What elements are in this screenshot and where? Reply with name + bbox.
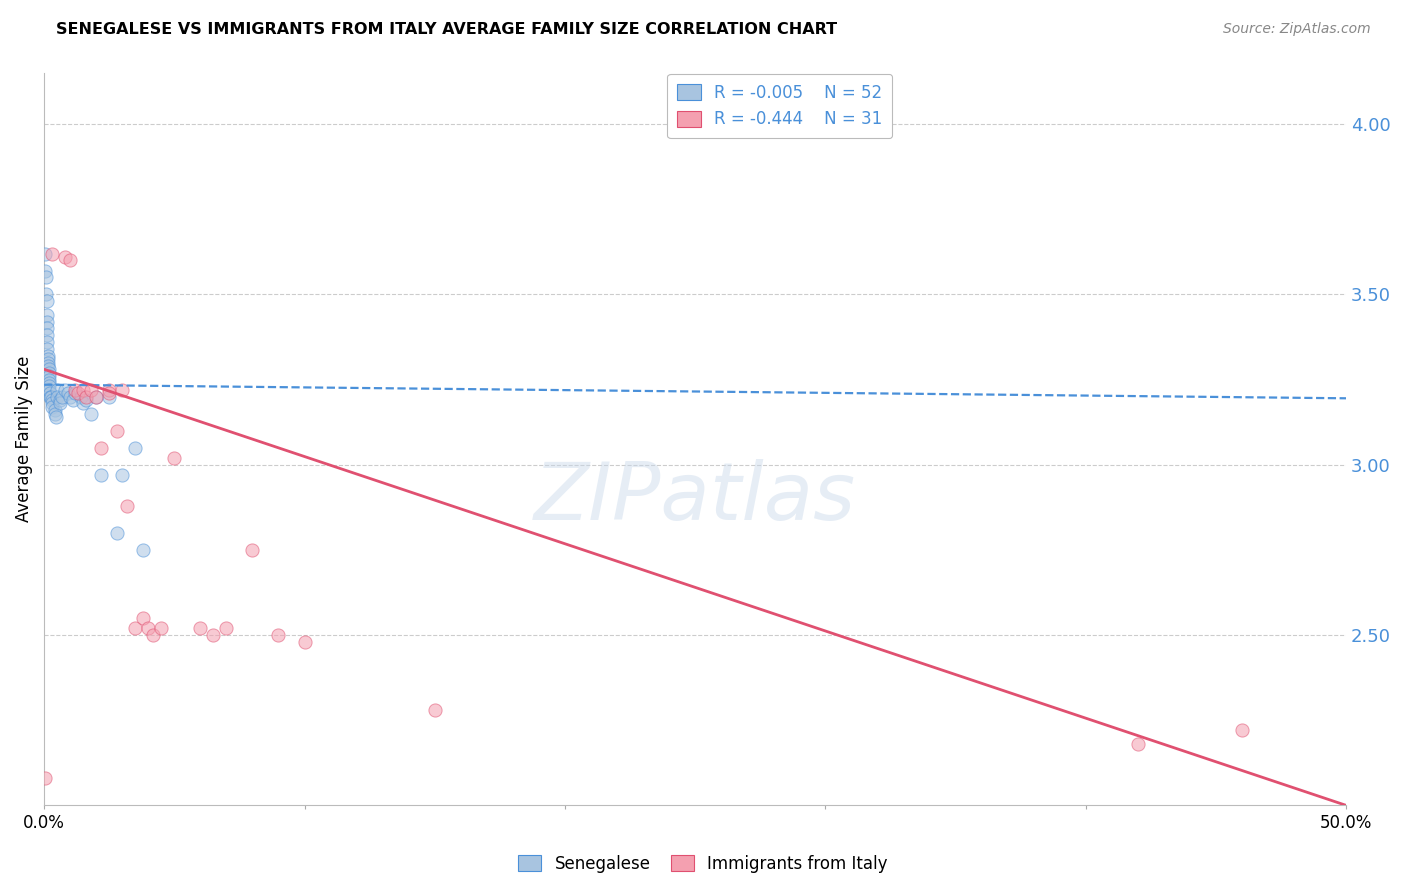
Point bbox=[35, 270, 58, 285]
Point bbox=[105, 424, 128, 438]
Point bbox=[69, 390, 91, 404]
Point bbox=[46, 390, 69, 404]
Point bbox=[124, 441, 146, 455]
Point bbox=[37, 349, 59, 363]
Point bbox=[44, 403, 66, 417]
Point bbox=[136, 621, 159, 635]
Point bbox=[65, 383, 87, 397]
Point bbox=[41, 246, 63, 260]
Point bbox=[111, 467, 134, 482]
Point bbox=[37, 342, 59, 356]
Legend: Senegalese, Immigrants from Italy: Senegalese, Immigrants from Italy bbox=[512, 848, 894, 880]
Point bbox=[132, 542, 155, 557]
Point bbox=[37, 335, 59, 350]
Point bbox=[98, 386, 121, 401]
Point bbox=[142, 628, 165, 642]
Point bbox=[53, 383, 76, 397]
Point bbox=[59, 390, 82, 404]
Point bbox=[75, 392, 97, 407]
Point bbox=[215, 621, 238, 635]
Point bbox=[38, 373, 60, 387]
Point bbox=[111, 383, 134, 397]
Point bbox=[150, 621, 173, 635]
Point bbox=[41, 396, 63, 410]
Point bbox=[56, 386, 79, 401]
Point bbox=[48, 396, 70, 410]
Point bbox=[72, 383, 94, 397]
Point bbox=[46, 383, 69, 397]
Point bbox=[1230, 723, 1253, 738]
Legend: R = -0.005    N = 52, R = -0.444    N = 31: R = -0.005 N = 52, R = -0.444 N = 31 bbox=[668, 74, 893, 138]
Point bbox=[1126, 737, 1149, 751]
Point bbox=[59, 253, 82, 268]
Point bbox=[44, 407, 66, 421]
Point bbox=[84, 390, 107, 404]
Point bbox=[75, 390, 97, 404]
Text: SENEGALESE VS IMMIGRANTS FROM ITALY AVERAGE FAMILY SIZE CORRELATION CHART: SENEGALESE VS IMMIGRANTS FROM ITALY AVER… bbox=[56, 22, 838, 37]
Point bbox=[202, 628, 225, 642]
Point bbox=[124, 621, 146, 635]
Text: ZIPatlas: ZIPatlas bbox=[534, 458, 856, 537]
Point bbox=[80, 383, 103, 397]
Point bbox=[45, 410, 67, 425]
Point bbox=[267, 628, 290, 642]
Point bbox=[38, 390, 60, 404]
Point bbox=[39, 390, 62, 404]
Point bbox=[35, 287, 58, 301]
Point bbox=[294, 635, 316, 649]
Point bbox=[37, 355, 59, 369]
Point bbox=[423, 703, 446, 717]
Point bbox=[38, 376, 60, 390]
Point bbox=[51, 390, 73, 404]
Point bbox=[38, 379, 60, 393]
Point bbox=[117, 499, 139, 513]
Point bbox=[35, 321, 58, 335]
Text: Source: ZipAtlas.com: Source: ZipAtlas.com bbox=[1223, 22, 1371, 37]
Point bbox=[37, 352, 59, 367]
Point bbox=[242, 542, 264, 557]
Point bbox=[38, 369, 60, 384]
Point bbox=[53, 250, 76, 264]
Point bbox=[90, 441, 112, 455]
Point bbox=[35, 294, 58, 309]
Point bbox=[72, 396, 94, 410]
Point bbox=[34, 771, 56, 785]
Point bbox=[48, 392, 70, 407]
Point bbox=[38, 386, 60, 401]
Point bbox=[34, 263, 56, 277]
Point bbox=[38, 362, 60, 376]
Point bbox=[66, 386, 89, 401]
Point bbox=[188, 621, 211, 635]
Point bbox=[34, 246, 56, 260]
Point bbox=[38, 366, 60, 380]
Point bbox=[41, 392, 63, 407]
Point bbox=[38, 383, 60, 397]
Point bbox=[132, 611, 155, 625]
Point bbox=[80, 407, 103, 421]
Point bbox=[35, 308, 58, 322]
Point bbox=[62, 392, 84, 407]
Point bbox=[105, 525, 128, 540]
Point bbox=[65, 386, 87, 401]
Point bbox=[98, 390, 121, 404]
Point bbox=[35, 328, 58, 343]
Point bbox=[84, 390, 107, 404]
Point bbox=[90, 467, 112, 482]
Point bbox=[98, 383, 121, 397]
Point bbox=[41, 400, 63, 414]
Point bbox=[163, 450, 186, 465]
Point bbox=[37, 359, 59, 373]
Y-axis label: Average Family Size: Average Family Size bbox=[15, 356, 32, 523]
Point bbox=[35, 315, 58, 329]
